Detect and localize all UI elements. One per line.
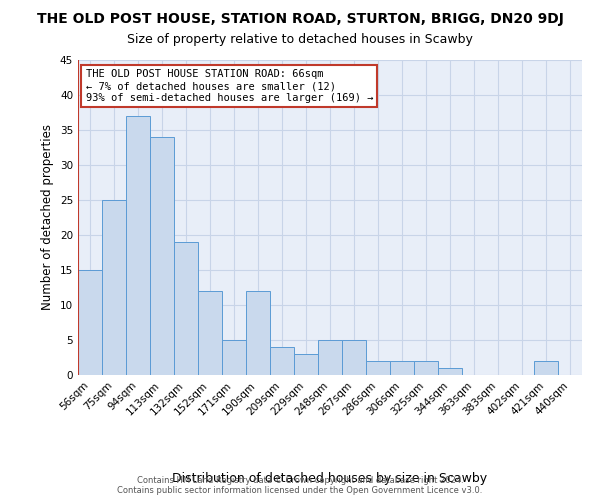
Text: Size of property relative to detached houses in Scawby: Size of property relative to detached ho… [127, 32, 473, 46]
Bar [270, 347, 294, 375]
Bar [150, 137, 174, 375]
Bar [102, 200, 126, 375]
Text: THE OLD POST HOUSE, STATION ROAD, STURTON, BRIGG, DN20 9DJ: THE OLD POST HOUSE, STATION ROAD, STURTO… [37, 12, 563, 26]
Bar [438, 368, 462, 375]
Bar [534, 361, 558, 375]
Bar [126, 116, 150, 375]
Bar [342, 340, 366, 375]
Bar [78, 270, 102, 375]
Y-axis label: Number of detached properties: Number of detached properties [41, 124, 55, 310]
Bar [390, 361, 414, 375]
Text: THE OLD POST HOUSE STATION ROAD: 66sqm
← 7% of detached houses are smaller (12)
: THE OLD POST HOUSE STATION ROAD: 66sqm ←… [86, 70, 373, 102]
Bar [174, 242, 198, 375]
Text: Contains HM Land Registry data © Crown copyright and database right 2024.
Contai: Contains HM Land Registry data © Crown c… [118, 476, 482, 495]
Bar [246, 291, 270, 375]
X-axis label: Distribution of detached houses by size in Scawby: Distribution of detached houses by size … [172, 472, 488, 486]
Bar [366, 361, 390, 375]
Bar [294, 354, 318, 375]
Bar [222, 340, 246, 375]
Bar [198, 291, 222, 375]
Bar [318, 340, 342, 375]
Bar [414, 361, 438, 375]
